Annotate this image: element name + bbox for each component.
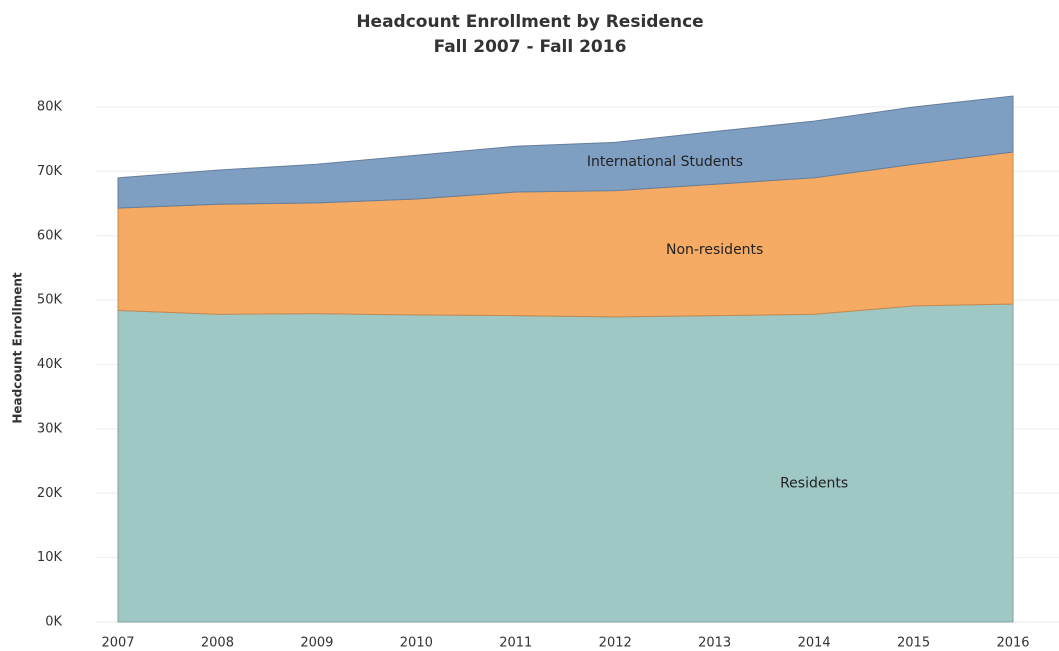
- y-axis-title: Headcount Enrollment: [11, 272, 25, 424]
- x-tick-label: 2007: [101, 636, 134, 651]
- x-tick-label: 2013: [698, 636, 731, 651]
- x-tick-label: 2008: [201, 636, 234, 651]
- y-tick-label: 10K: [37, 550, 63, 565]
- y-tick-label: 0K: [45, 615, 62, 630]
- y-tick-label: 80K: [37, 100, 63, 115]
- y-tick-label: 30K: [37, 421, 63, 436]
- x-tick-label: 2010: [400, 636, 433, 651]
- x-tick-label: 2011: [499, 636, 532, 651]
- y-tick-label: 60K: [37, 228, 63, 243]
- chart-title: Headcount Enrollment by Residence: [356, 12, 703, 32]
- series-label: Non-residents: [666, 242, 763, 258]
- y-tick-label: 50K: [37, 293, 63, 308]
- x-tick-label: 2016: [996, 636, 1029, 651]
- series-label: International Students: [587, 154, 743, 170]
- y-tick-label: 40K: [37, 357, 63, 372]
- series-label: Residents: [780, 476, 848, 492]
- area: [117, 303, 1014, 623]
- x-tick-label: 2012: [599, 636, 632, 651]
- y-tick-label: 70K: [37, 164, 63, 179]
- x-tick-label: 2015: [897, 636, 930, 651]
- y-tick-label: 20K: [37, 486, 63, 501]
- x-tick-label: 2009: [300, 636, 333, 651]
- area: [117, 95, 1014, 209]
- chart-subtitle: Fall 2007 - Fall 2016: [434, 37, 627, 57]
- x-tick-label: 2014: [798, 636, 831, 651]
